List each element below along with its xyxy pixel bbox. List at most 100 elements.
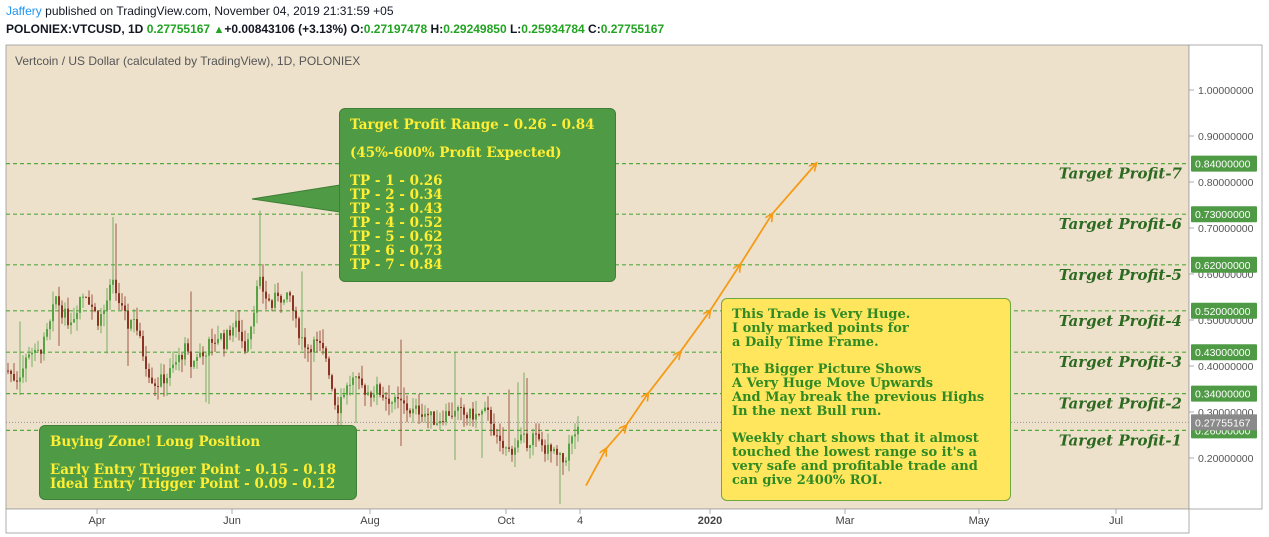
candle-body <box>46 329 48 337</box>
buying-zone-box: Buying Zone! Long Position Early Entry T… <box>39 425 357 500</box>
low-value: 0.25934784 <box>521 22 585 36</box>
candle-body <box>496 435 498 437</box>
candle-body <box>490 409 492 424</box>
target-label: Target Profit-7 <box>1059 165 1183 183</box>
target-price-tag-text: 0.73000000 <box>1195 209 1251 221</box>
candle-body <box>175 362 177 365</box>
candle-body <box>415 405 417 409</box>
target-price-tag-text: 0.34000000 <box>1195 389 1251 401</box>
candle-body <box>445 411 447 423</box>
open-value: 0.27197478 <box>363 22 428 36</box>
candle-body <box>355 376 357 378</box>
candle-body <box>139 330 141 337</box>
candle-body <box>283 299 285 303</box>
y-tick-label: 1.00000000 <box>1198 85 1254 97</box>
candle-body <box>67 308 69 326</box>
candle-body <box>280 295 282 303</box>
candle-body <box>220 333 222 339</box>
candle-body <box>268 298 270 301</box>
target-price-tag <box>1191 206 1257 223</box>
candle-body <box>166 377 168 384</box>
candle-body <box>142 336 144 357</box>
candle-body <box>373 394 375 398</box>
candle-body <box>157 385 159 387</box>
candle-body <box>565 460 567 463</box>
candle-body <box>262 276 264 292</box>
candle-body <box>409 410 411 414</box>
candle-body <box>211 338 213 343</box>
candle-body <box>529 445 531 448</box>
candle-body <box>523 433 525 435</box>
candle-body <box>478 413 480 415</box>
candle-body <box>88 297 90 305</box>
candle-body <box>76 312 78 320</box>
candle-body <box>97 311 99 326</box>
candle-body <box>13 373 15 381</box>
candle-body <box>319 340 321 343</box>
current-price-marker: 0.27755167 <box>6 414 1257 431</box>
candle-body <box>127 310 129 329</box>
candle-body <box>553 448 555 452</box>
candle-body <box>64 308 66 318</box>
candle-body <box>577 426 579 435</box>
candle-body <box>574 434 576 437</box>
candle-body <box>367 392 369 395</box>
candle-body <box>526 433 528 448</box>
target-label: Target Profit-1 <box>1059 431 1182 449</box>
candle-body <box>559 453 561 455</box>
candle-body <box>382 394 384 398</box>
candle-body <box>94 306 96 312</box>
candle-body <box>385 397 387 399</box>
x-tick-label: Apr <box>88 515 105 527</box>
x-tick-label: Mar <box>836 515 855 527</box>
y-tick-label: 0.20000000 <box>1198 453 1254 465</box>
candle-body <box>388 398 390 404</box>
candle-body <box>544 445 546 454</box>
projection-segment <box>625 394 648 427</box>
candle-body <box>430 411 432 416</box>
candle-body <box>136 319 138 331</box>
candle-body <box>493 423 495 436</box>
candle-body <box>511 448 513 455</box>
target-price-tag-text: 0.62000000 <box>1195 260 1251 272</box>
candle-body <box>403 400 405 404</box>
candle-body <box>313 339 315 353</box>
candle-body <box>148 368 150 378</box>
candle-body <box>391 402 393 404</box>
candle-body <box>160 374 162 387</box>
candle-body <box>235 320 237 328</box>
candle-body <box>535 433 537 435</box>
projection-segment <box>771 164 816 215</box>
candle-body <box>550 444 552 452</box>
candle-body <box>163 374 165 384</box>
candle-body <box>169 368 171 378</box>
symbol-text: POLONIEX:VTCUSD, 1D <box>6 22 144 36</box>
candle-body <box>187 343 189 352</box>
candle-body <box>43 336 45 354</box>
candle-body <box>184 343 186 360</box>
candle-body <box>337 405 339 414</box>
author-link[interactable]: Jaffery <box>6 4 42 18</box>
time-axis[interactable] <box>5 508 1190 534</box>
candle-body <box>448 411 450 416</box>
x-tick-label: 4 <box>577 515 583 527</box>
target-price-tag-text: 0.43000000 <box>1195 347 1251 359</box>
candle-body <box>253 312 255 327</box>
candle-body <box>79 297 81 313</box>
target-profit-box: Target Profit Range - 0.26 - 0.84 (45%-6… <box>339 108 616 282</box>
current-price-tag <box>1191 414 1257 431</box>
candle-body <box>451 415 453 417</box>
x-axis-ticks: Apr Jun Aug Oct 4 2020 Mar May Jul <box>88 509 1123 527</box>
candle-body <box>406 403 408 411</box>
target-label: Target Profit-6 <box>1059 215 1183 233</box>
candle-body <box>82 296 84 298</box>
candle-body <box>394 396 396 403</box>
candle-body <box>37 349 39 351</box>
candle-body <box>7 370 9 372</box>
candle-body <box>244 341 246 352</box>
candle-body <box>439 421 441 424</box>
candle-body <box>229 329 231 336</box>
y-axis-ticks: 0.200000000.300000000.400000000.50000000… <box>1189 85 1254 465</box>
candle-body <box>541 439 543 446</box>
candle-body <box>370 392 372 398</box>
